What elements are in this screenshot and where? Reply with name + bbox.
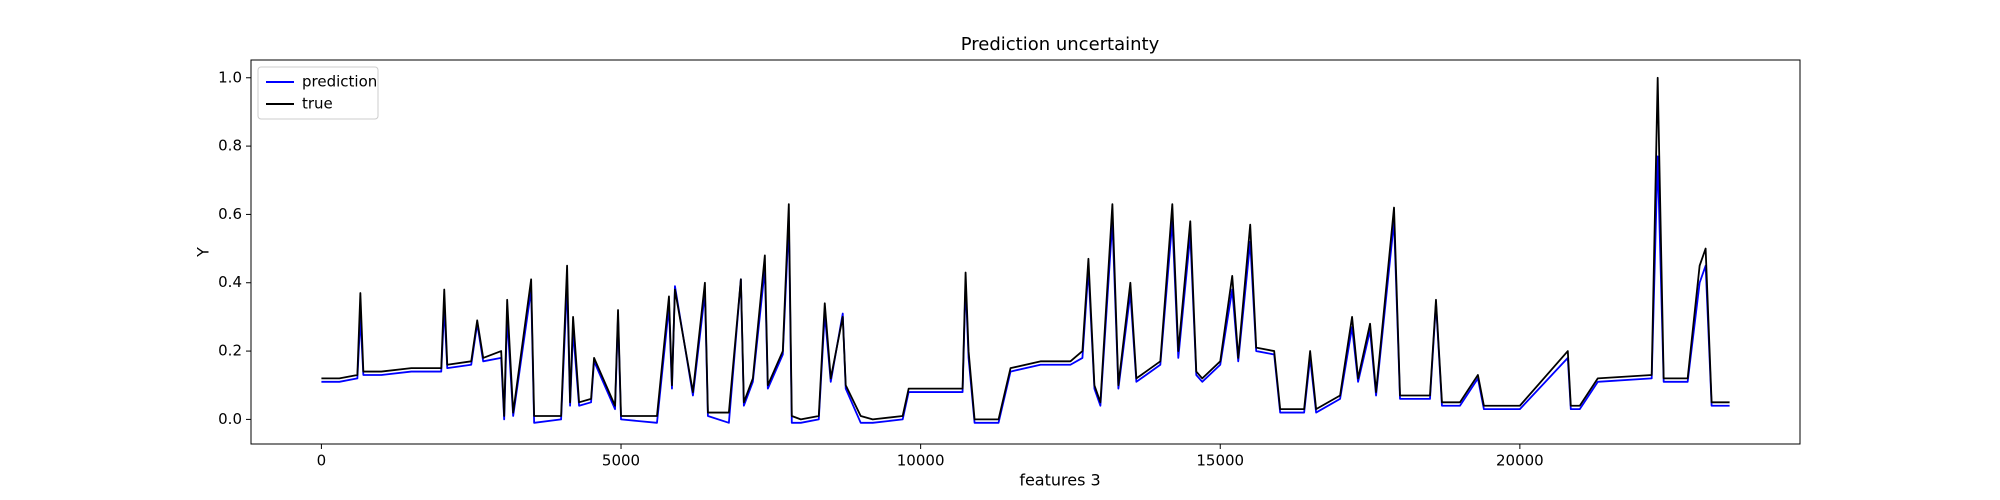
y-tick-label: 0.8 [218, 137, 242, 155]
line-series [321, 76, 1730, 421]
x-tick-label: 0 [317, 452, 327, 470]
legend-box [257, 66, 379, 120]
legend-label: true [302, 95, 333, 113]
chart-title: Prediction uncertainty [961, 34, 1160, 55]
x-axis-label: features 3 [1019, 471, 1100, 490]
legend-label: prediction [302, 73, 377, 91]
x-tick-label: 20000 [1496, 452, 1544, 470]
x-tick-label: 10000 [897, 452, 945, 470]
y-tick-label: 0.0 [218, 410, 242, 428]
x-tick-label: 5000 [602, 452, 640, 470]
y-axis-label: Y [194, 247, 213, 258]
y-tick-label: 1.0 [218, 68, 242, 86]
plot-frame [250, 59, 1801, 445]
y-tick-label: 0.6 [218, 205, 242, 223]
x-tick-label: 15000 [1196, 452, 1244, 470]
y-tick-label: 0.2 [218, 342, 242, 360]
y-tick-label: 0.4 [218, 273, 242, 291]
